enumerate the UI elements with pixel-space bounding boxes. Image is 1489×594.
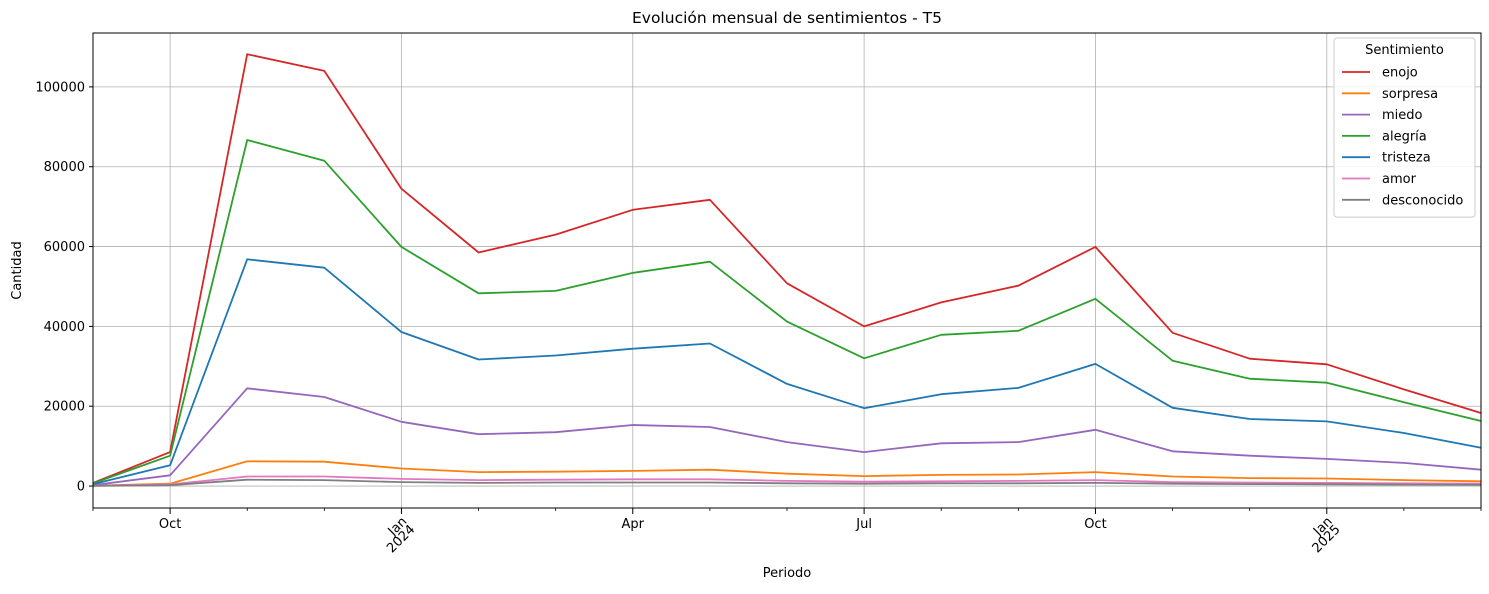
legend-box [1333, 37, 1476, 218]
x-tick-label: Apr [622, 517, 645, 532]
y-tick-label: 40000 [44, 320, 85, 335]
y-tick-label: 0 [77, 480, 85, 495]
y-tick-label: 20000 [44, 400, 85, 415]
series-line-desconocido [92, 478, 1482, 487]
x-axis-title: Periodo [763, 566, 812, 581]
series-line-enojo [92, 53, 1482, 484]
legend-label-desconocido: desconocido [1382, 193, 1463, 208]
legend-label-enojo: enojo [1382, 66, 1418, 81]
series-line-sorpresa [92, 460, 1482, 487]
legend-label-sorpresa: sorpresa [1382, 87, 1438, 102]
series-line-amor [92, 475, 1482, 487]
y-tick-label: 80000 [44, 160, 85, 175]
y-axis-ticks: 0 20000 40000 60000 80000 100000 [35, 80, 93, 495]
chart-title: Evolución mensual de sentimientos - T5 [632, 9, 942, 27]
series-line-tristeza [92, 258, 1482, 485]
x-tick-label: Oct [1084, 517, 1106, 532]
y-tick-label: 100000 [35, 80, 85, 95]
legend-label-amor: amor [1382, 172, 1417, 187]
legend-label-alegría: alegría [1382, 129, 1427, 144]
legend: Sentimiento enojo sorpresa miedo alegría tri… [1333, 37, 1476, 218]
plot-area-frame [92, 32, 1482, 509]
legend-label-miedo: miedo [1382, 108, 1423, 123]
legend-items: enojo sorpresa miedo alegría tristeza amor des… [1342, 66, 1463, 208]
x-tick-label: Oct [159, 517, 181, 532]
series-line-alegría [92, 139, 1482, 485]
x-minor-ticks [92, 508, 1482, 511]
legend-label-tristeza: tristeza [1382, 151, 1431, 166]
x-tick-label: Jul [855, 517, 872, 532]
y-axis-title: Cantidad [10, 241, 25, 299]
series-lines [92, 53, 1482, 487]
legend-title: Sentimiento [1365, 43, 1444, 58]
grid-lines [93, 33, 1481, 508]
y-tick-label: 60000 [44, 240, 85, 255]
series-line-miedo [92, 387, 1482, 487]
